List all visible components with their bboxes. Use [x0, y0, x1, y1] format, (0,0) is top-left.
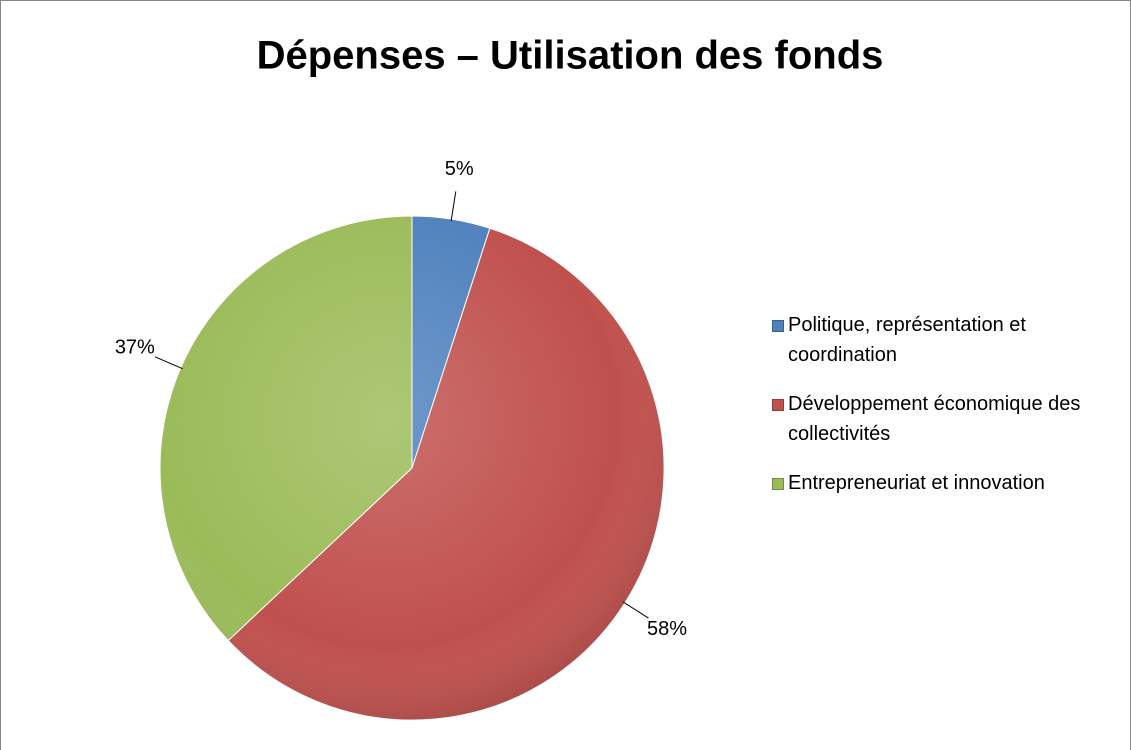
data-label: 5% — [445, 158, 474, 180]
legend-swatch — [772, 399, 784, 411]
legend-swatch — [772, 320, 784, 332]
data-label: 58% — [647, 618, 687, 640]
legend: Politique, représentation et coordinatio… — [770, 310, 1120, 517]
data-label: 37% — [115, 336, 155, 358]
chart-title: Dépenses – Utilisation des fonds — [257, 34, 884, 78]
legend-item: Entrepreneuriat et innovation — [770, 468, 1120, 498]
legend-swatch — [772, 478, 784, 490]
legend-label: Développement économique des collectivit… — [788, 393, 1081, 445]
legend-label: Entrepreneuriat et innovation — [788, 472, 1045, 494]
legend-item: Politique, représentation et coordinatio… — [770, 310, 1120, 370]
legend-label: Politique, représentation et coordinatio… — [788, 314, 1026, 366]
legend-item: Développement économique des collectivit… — [770, 389, 1120, 449]
